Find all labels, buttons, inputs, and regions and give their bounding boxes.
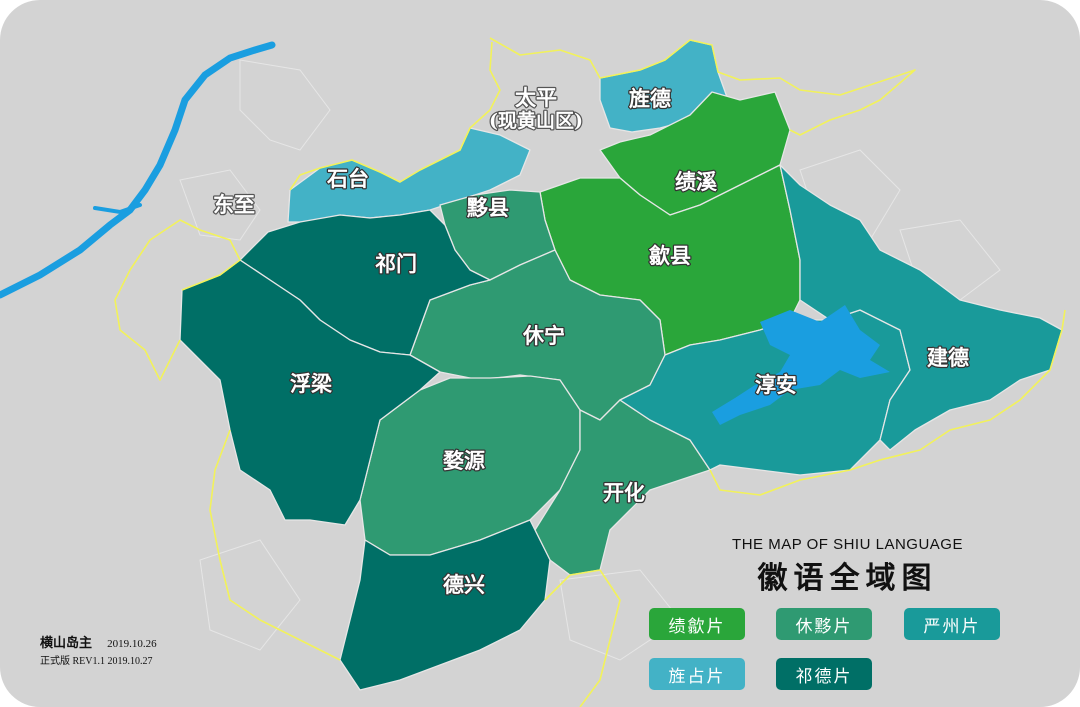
label-dongzhi: 东至 [213,192,255,217]
label-shexian: 歙县 [648,243,691,268]
legend-item-xiuyi-pian: 休黟片 [776,608,872,640]
region-fuliang [179,259,441,526]
county-lines [179,59,1001,661]
legend-label: 严州片 [923,616,981,637]
label-xiuning: 休宁 [522,323,565,348]
credit-date: 2019.10.26 [107,638,157,650]
legend-label: 绩歙片 [668,616,726,637]
qiandao-lake [712,305,890,425]
legend-label: 旌占片 [668,666,726,687]
legend-item-jingzhan-pian: 旌占片 [649,658,745,690]
legend-item-yanzhou-pian: 严州片 [904,608,1000,640]
author-credit: 横山岛主 2019.10.26 正式版 REV1.1 2019.10.27 [40,632,157,667]
label-dexing: 德兴 [443,572,485,597]
legend-item-jixi-pian: 绩歙片 [649,608,745,640]
label-kaihua: 开化 [603,480,645,505]
label-qimen: 祁门 [375,251,417,276]
map-title-english: THE MAP OF SHIU LANGUAGE [732,536,963,553]
yangtze-river [0,41,276,299]
label-shitai: 石台 [326,166,369,191]
legend-label: 祁德片 [795,666,853,687]
legend-item-qide-pian: 祁德片 [776,658,872,690]
label-yixian: 黟县 [467,195,509,220]
label-jixi: 绩溪 [675,169,718,194]
label-taiping-line2: (现黄山区) [489,109,583,132]
author-name: 横山岛主 [40,636,93,651]
legend-label: 休黟片 [795,616,853,637]
label-jingde: 旌德 [629,86,671,111]
label-taiping-line1: 太平 [515,85,557,110]
label-chunan: 淳安 [755,372,797,397]
label-wuyuan: 婺源 [443,448,485,473]
map-title-block: THE MAP OF SHIU LANGUAGE 徽语全域图 [705,536,990,597]
region-kaihua [534,399,711,576]
yangtze-river-branch [93,203,142,215]
hui-boundary [114,37,1066,707]
label-jiande: 建德 [927,345,969,370]
region-dexing [339,519,551,691]
credit-version: 正式版 REV1.1 2019.10.27 [40,656,153,667]
map-title-chinese: 徽语全域图 [757,561,938,596]
label-fuliang: 浮梁 [290,371,333,396]
